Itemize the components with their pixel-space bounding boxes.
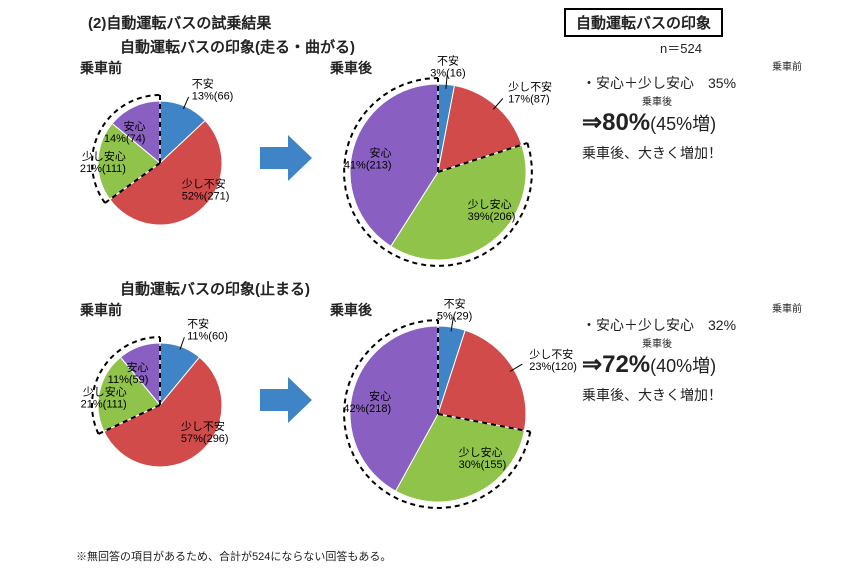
svg-text:安心: 安心 [370, 145, 392, 159]
svg-text:3%(16): 3%(16) [430, 67, 465, 79]
summary-block: 乗車前・安心＋少し安心 35%乗車後⇒80%(45%増)乗車後、大きく増加！ [582, 58, 822, 163]
svg-text:少し不安: 少し不安 [508, 79, 552, 93]
svg-text:21%(111): 21%(111) [80, 163, 126, 175]
svg-text:5%(29): 5%(29) [437, 310, 472, 322]
svg-text:52%(271): 52%(271) [182, 190, 230, 202]
svg-text:少し不安: 少し不安 [181, 419, 225, 433]
svg-text:13%(66): 13%(66) [192, 91, 234, 103]
footnote: ※無回答の項目があるため、合計が524にならない回答もある。 [76, 548, 391, 564]
svg-text:少し安心: 少し安心 [468, 197, 512, 211]
arrow-icon [258, 373, 314, 432]
n-label: n＝524 [660, 38, 702, 57]
svg-text:少し不安: 少し不安 [182, 176, 226, 190]
svg-text:41%(213): 41%(213) [344, 159, 392, 171]
svg-text:安心: 安心 [369, 389, 391, 403]
svg-text:21%(111): 21%(111) [81, 399, 127, 411]
summary-block: 乗車前・安心＋少し安心 32%乗車後⇒72%(40%増)乗車後、大きく増加！ [582, 300, 822, 405]
svg-text:少し安心: 少し安心 [459, 445, 503, 459]
section-title: (2)自動運転バスの試乗結果 [88, 12, 271, 33]
chart-subtitle: 自動運転バスの印象(止まる) [120, 278, 310, 299]
svg-text:30%(155): 30%(155) [459, 459, 507, 471]
svg-text:安心: 安心 [126, 360, 148, 374]
svg-text:安心: 安心 [123, 119, 145, 133]
svg-text:17%(87): 17%(87) [508, 93, 550, 105]
svg-text:不安: 不安 [444, 296, 466, 310]
svg-text:39%(206): 39%(206) [468, 211, 516, 223]
arrow-icon [258, 131, 314, 190]
svg-text:57%(296): 57%(296) [181, 433, 229, 445]
svg-text:少し安心: 少し安心 [83, 385, 127, 399]
svg-text:不安: 不安 [187, 317, 209, 331]
svg-text:少し安心: 少し安心 [82, 149, 126, 163]
svg-text:14%(74): 14%(74) [104, 133, 146, 145]
svg-text:少し不安: 少し不安 [529, 347, 573, 361]
svg-text:不安: 不安 [437, 53, 459, 67]
svg-text:42%(218): 42%(218) [343, 403, 391, 415]
svg-text:不安: 不安 [192, 77, 214, 91]
svg-text:23%(120): 23%(120) [529, 361, 577, 373]
svg-text:11%(60): 11%(60) [187, 331, 228, 343]
impression-title-box: 自動運転バスの印象 [564, 8, 723, 37]
svg-text:11%(59): 11%(59) [108, 374, 149, 386]
